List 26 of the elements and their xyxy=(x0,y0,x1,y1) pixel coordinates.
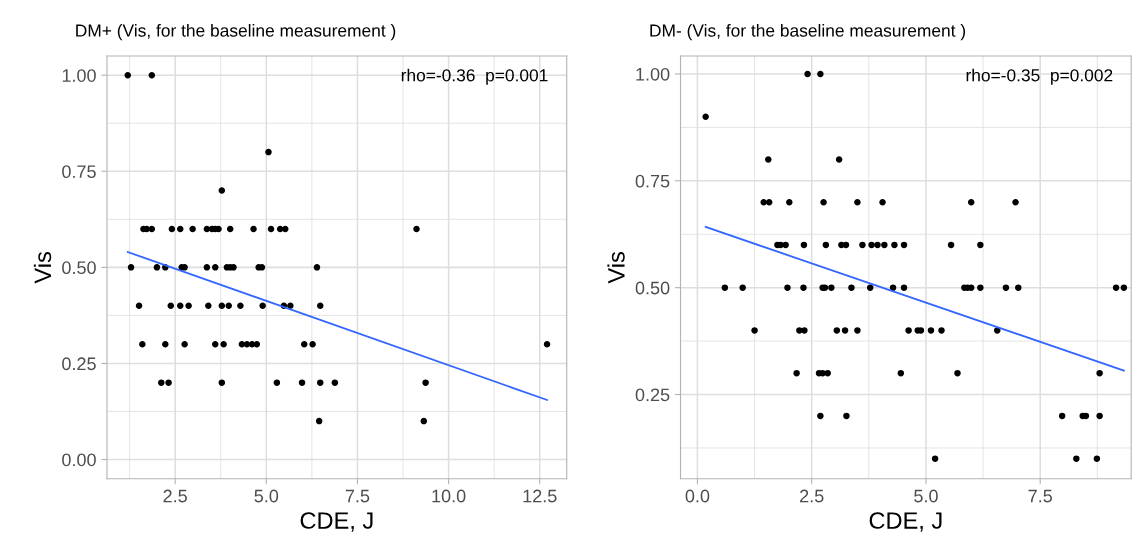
x-tick-label: 2.5 xyxy=(800,489,824,503)
x-tick-label: 5.0 xyxy=(254,489,279,503)
x-tick-label: 0.0 xyxy=(685,489,710,503)
x-tick-label: 10.0 xyxy=(432,489,466,503)
x-axis-title: CDE, J xyxy=(300,512,373,532)
y-tick-label: 0.25 xyxy=(62,357,96,371)
annotation: rho=-0.35 p=0.002 xyxy=(966,68,1113,85)
annotation: rho=-0.36 p=0.001 xyxy=(401,68,548,85)
y-tick-label: 0.50 xyxy=(635,281,670,295)
x-tick-label: 7.5 xyxy=(1028,489,1053,503)
x-tick-label: 12.5 xyxy=(523,489,557,503)
y-tick-label: 0.00 xyxy=(62,453,96,467)
y-tick-label: 0.75 xyxy=(635,174,670,188)
y-tick-label: 0.75 xyxy=(62,165,96,179)
x-tick-label: 7.5 xyxy=(345,489,370,503)
y-axis-title: Vis xyxy=(33,252,52,284)
y-axis-title: Vis xyxy=(607,252,625,284)
chart-title: DM- (Vis, for the baseline measurement ) xyxy=(650,23,966,41)
y-tick-label: 0.50 xyxy=(62,261,96,275)
y-tick-label: 1.00 xyxy=(62,69,96,82)
y-tick-label: 0.25 xyxy=(635,388,670,402)
x-tick-label: 5.0 xyxy=(914,489,938,503)
chart-title: DM+ (Vis, for the baseline measurement ) xyxy=(76,23,396,41)
y-tick-label: 1.00 xyxy=(636,67,670,81)
x-axis-title: CDE, J xyxy=(869,512,942,532)
x-tick-label: 2.5 xyxy=(163,489,187,503)
